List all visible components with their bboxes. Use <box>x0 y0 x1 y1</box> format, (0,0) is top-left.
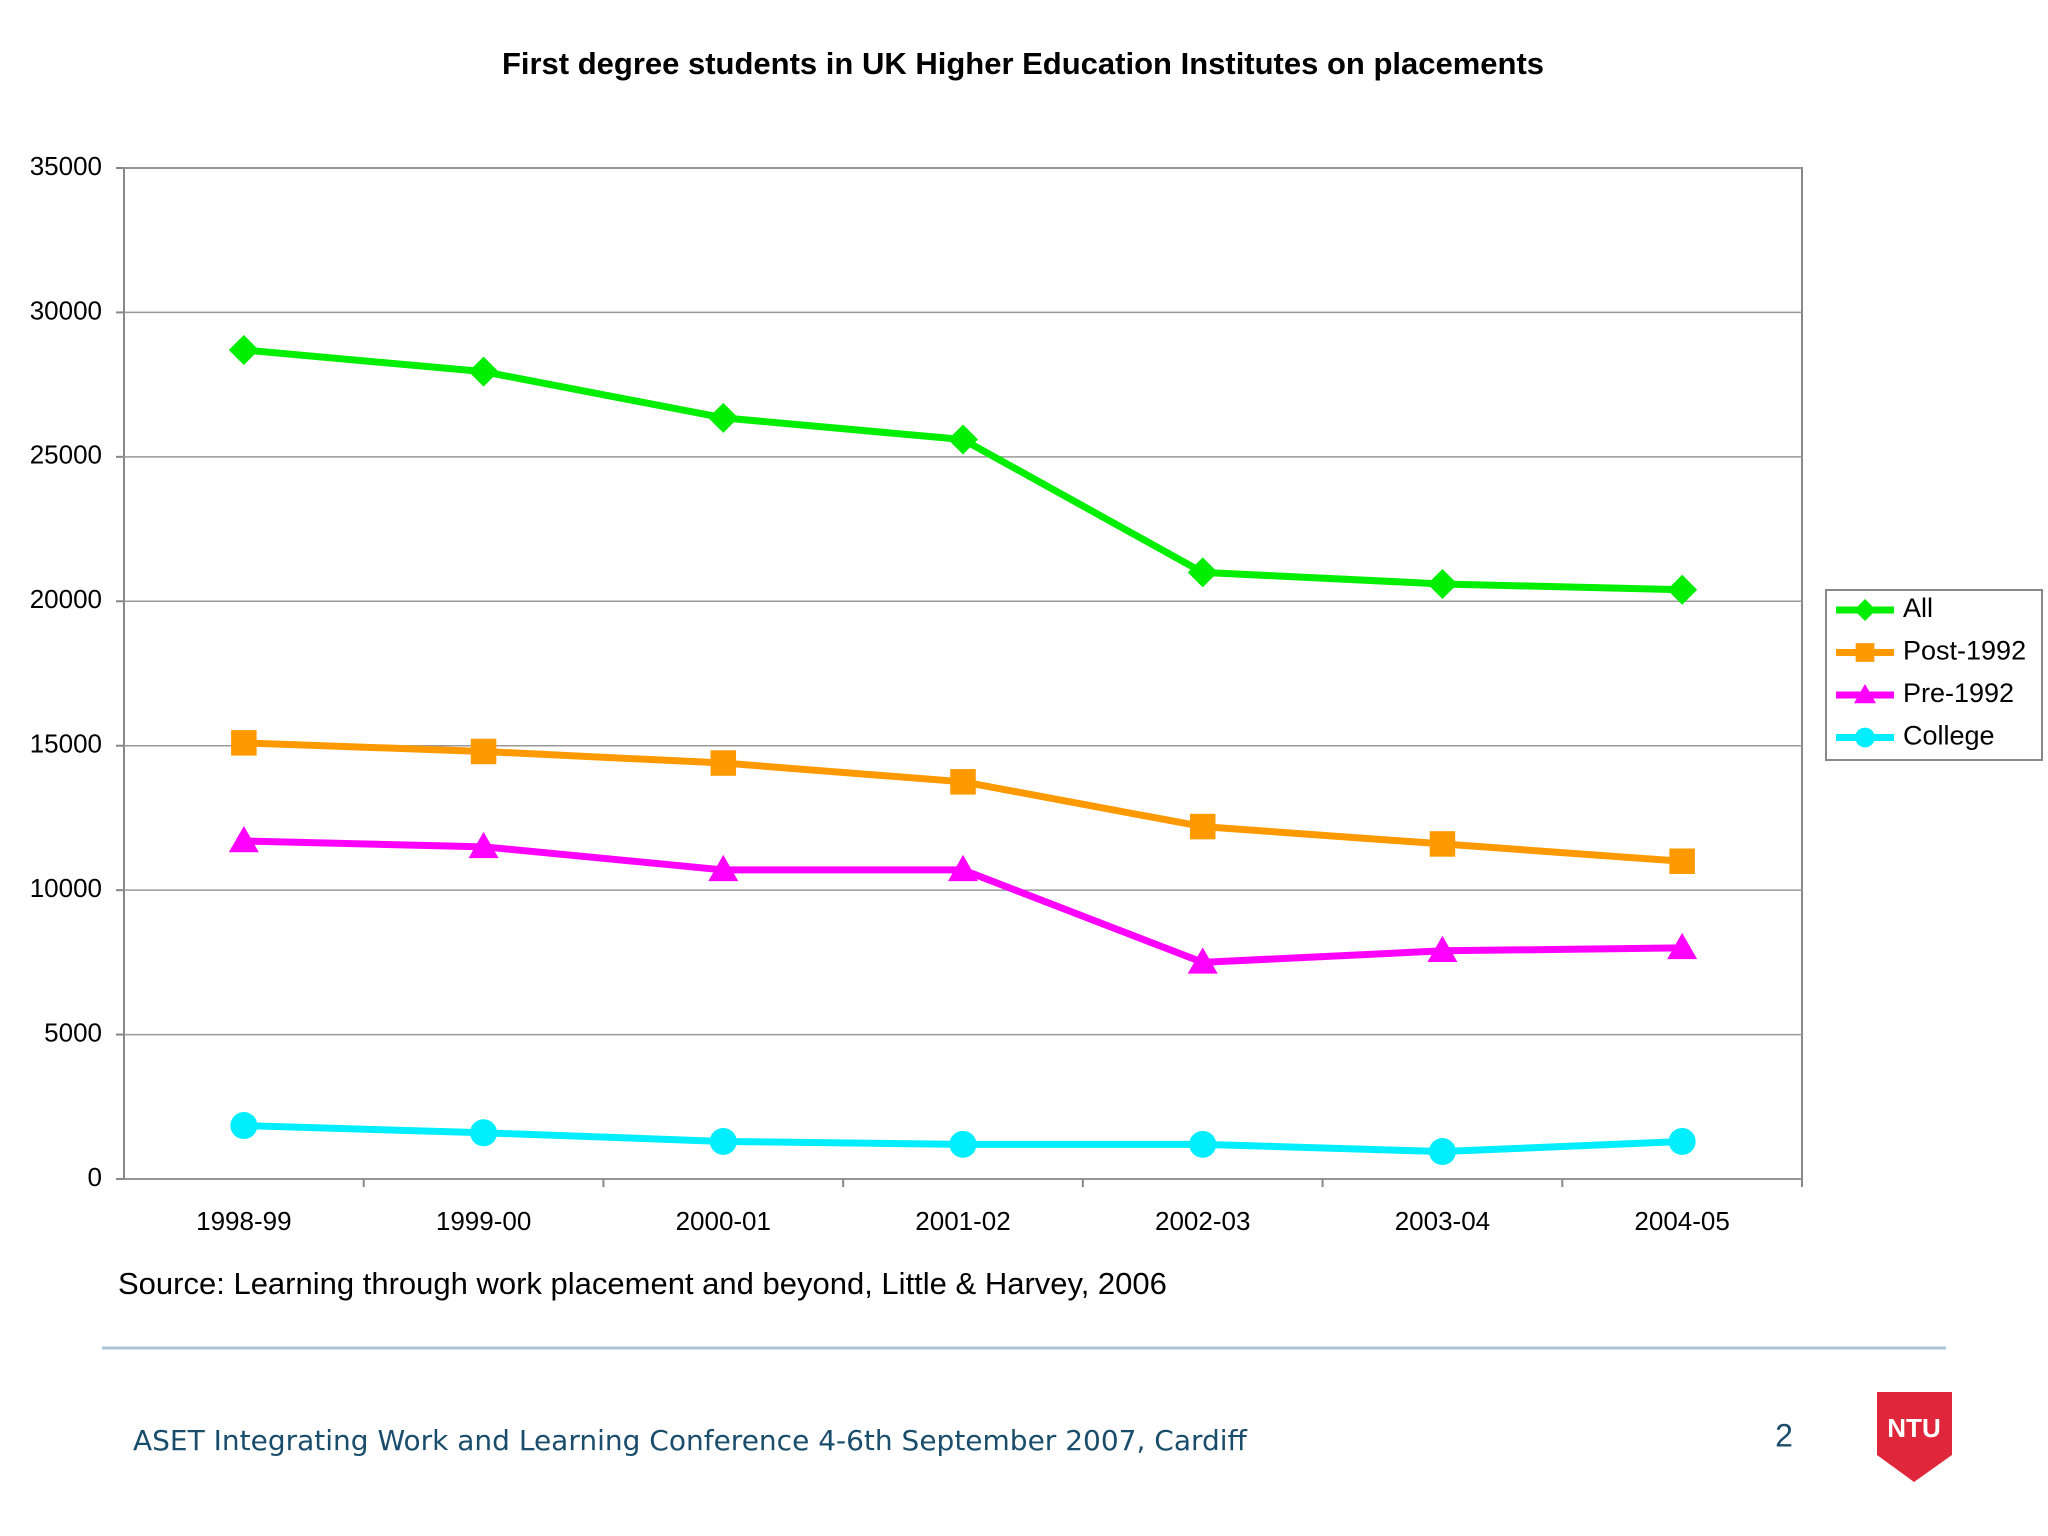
marker <box>231 730 257 756</box>
y-tick-label: 0 <box>88 1162 102 1192</box>
footer-text: ASET Integrating Work and Learning Confe… <box>133 1424 1248 1457</box>
legend-label: Post-1992 <box>1903 636 2026 666</box>
marker <box>1187 947 1218 974</box>
logo-shield <box>1877 1392 1952 1482</box>
marker <box>1427 935 1458 963</box>
marker <box>708 854 739 882</box>
logo-text: NTU <box>1887 1413 1940 1443</box>
marker <box>1187 557 1218 588</box>
page-number: 2 <box>1775 1417 1793 1453</box>
series-line <box>243 346 1683 594</box>
marker <box>948 854 978 882</box>
marker <box>1855 643 1875 662</box>
legend-label: College <box>1903 721 1995 751</box>
x-tick-label: 2001-02 <box>915 1206 1010 1236</box>
marker <box>710 750 737 776</box>
marker <box>1667 932 1698 960</box>
x-tick-label: 2003-04 <box>1395 1206 1490 1236</box>
marker <box>1854 599 1876 621</box>
marker <box>468 356 499 387</box>
y-tick-label: 20000 <box>30 584 102 614</box>
marker <box>470 1119 498 1147</box>
y-tick-label: 25000 <box>30 440 102 470</box>
marker <box>1428 1138 1456 1166</box>
y-tick-label: 5000 <box>44 1017 102 1047</box>
marker <box>709 1127 737 1155</box>
legend-label: Pre-1992 <box>1903 678 2014 708</box>
plot-frame <box>123 167 1803 1180</box>
x-tick-label: 2002-03 <box>1155 1206 1250 1236</box>
marker <box>949 1130 977 1158</box>
plot: 0 5000 10000 15000 20000 25000 30000 35000 1998-… <box>30 151 2043 1236</box>
marker <box>1189 813 1216 840</box>
marker <box>1429 831 1456 857</box>
marker <box>950 769 976 795</box>
marker <box>1669 848 1695 875</box>
marker <box>708 402 739 433</box>
marker <box>1667 574 1698 605</box>
x-tick-label: 2004-05 <box>1634 1206 1729 1236</box>
marker <box>1668 1127 1696 1155</box>
marker <box>470 738 497 765</box>
x-tick-label: 2000-01 <box>676 1206 771 1236</box>
x-tick-label: 1998-99 <box>196 1206 291 1236</box>
source-note: Source: Learning through work placement … <box>118 1266 1167 1301</box>
x-tick-label: 1999-00 <box>436 1206 531 1236</box>
y-tick-label: 10000 <box>30 873 102 903</box>
legend-label: All <box>1903 593 1933 623</box>
marker <box>468 831 499 859</box>
marker <box>948 424 978 455</box>
marker <box>230 1112 258 1140</box>
marker <box>1427 568 1458 599</box>
marker <box>1854 684 1876 704</box>
marker <box>228 826 259 853</box>
marker <box>228 334 259 365</box>
chart-title: First degree students in UK Higher Educa… <box>502 46 1544 81</box>
y-tick-label: 35000 <box>30 151 102 181</box>
marker <box>1189 1130 1217 1158</box>
marker <box>1855 727 1875 748</box>
y-tick-label: 30000 <box>30 295 102 325</box>
y-tick-label: 15000 <box>30 729 102 759</box>
